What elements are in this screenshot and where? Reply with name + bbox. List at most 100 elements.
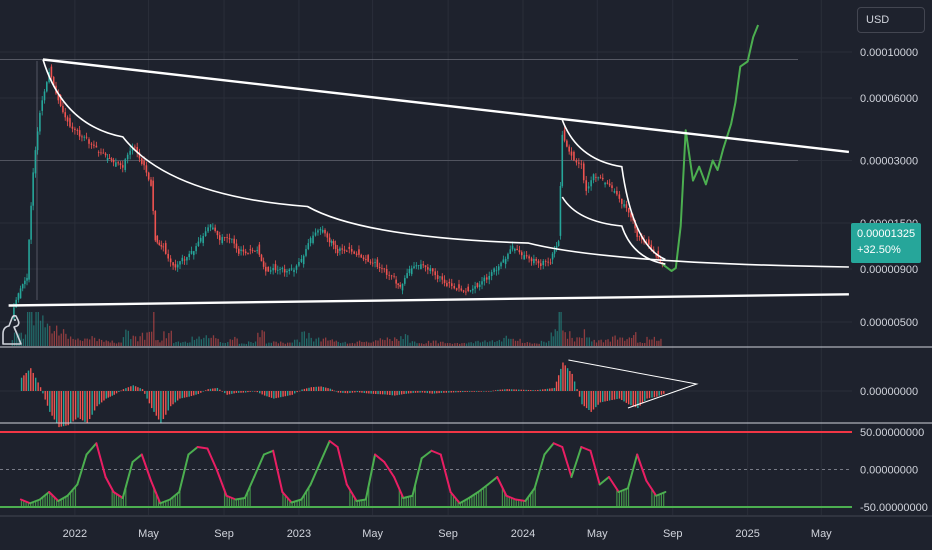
volume-bar bbox=[538, 343, 540, 346]
candle-body bbox=[319, 229, 322, 231]
oscillator-bar bbox=[623, 391, 625, 402]
oscillator-bar bbox=[539, 389, 541, 391]
price-panel[interactable] bbox=[0, 24, 850, 346]
stochastic-fill-bar bbox=[452, 494, 455, 507]
volume-bar bbox=[139, 336, 141, 346]
candle-body bbox=[32, 172, 34, 206]
price-axis[interactable]: 0.000100000.000060000.000030000.00001500… bbox=[860, 47, 928, 514]
oscillator-bar bbox=[660, 391, 663, 395]
candle-body bbox=[595, 176, 597, 178]
volume-bar bbox=[180, 342, 182, 346]
stochastic-fill-bar bbox=[515, 499, 517, 507]
candle-body bbox=[145, 165, 148, 173]
candle-body bbox=[112, 159, 115, 163]
candle-body bbox=[547, 261, 549, 263]
volume-bar bbox=[37, 312, 39, 346]
oscillator-bar bbox=[653, 391, 656, 398]
candle-body bbox=[309, 238, 312, 244]
volume-bar bbox=[165, 338, 168, 346]
volume-bar bbox=[282, 342, 284, 346]
stochastic-line-segment bbox=[617, 487, 629, 493]
volume-bar bbox=[386, 337, 389, 346]
oscillator-bar bbox=[86, 391, 88, 424]
candle-body bbox=[493, 268, 495, 273]
oscillator-bar bbox=[254, 391, 256, 392]
oscillator-bar bbox=[648, 391, 651, 399]
candle-body bbox=[188, 253, 191, 258]
oscillator-bar bbox=[518, 389, 520, 391]
candle-body bbox=[283, 269, 286, 273]
candle-body bbox=[404, 278, 406, 284]
tradingview-logo-icon[interactable] bbox=[0, 312, 26, 346]
candle-body bbox=[237, 248, 240, 254]
oscillator-bar bbox=[49, 391, 51, 412]
volume-bar bbox=[370, 342, 372, 346]
stochastic-fill-bar bbox=[44, 495, 46, 507]
oscillator-bar bbox=[431, 391, 433, 394]
candle-body bbox=[383, 268, 386, 270]
stochastic-line-segment bbox=[104, 476, 115, 493]
stochastic-line-segment bbox=[543, 442, 555, 456]
candle-body bbox=[592, 174, 595, 181]
oscillator-bar bbox=[294, 391, 296, 394]
volume-bar bbox=[540, 340, 543, 346]
stochastic-fill-bar bbox=[62, 498, 65, 507]
stochastic-tick-label: 50.00000000 bbox=[860, 427, 924, 439]
volume-bar bbox=[310, 337, 312, 346]
candle-body bbox=[374, 262, 376, 263]
candle-body bbox=[339, 248, 341, 251]
volume-bar bbox=[407, 335, 409, 346]
volume-bar bbox=[247, 341, 250, 346]
oscillator-bar bbox=[576, 389, 578, 391]
time-tick-label: Sep bbox=[214, 528, 234, 540]
candle-body bbox=[242, 249, 245, 252]
volume-bar bbox=[96, 341, 98, 346]
stochastic-fill-bar bbox=[527, 497, 529, 507]
volume-bar bbox=[217, 338, 219, 346]
oscillator-bar bbox=[270, 391, 273, 398]
stochastic-fill-bar bbox=[32, 502, 34, 507]
currency-button[interactable]: USD bbox=[857, 7, 925, 33]
oscillator-bar bbox=[621, 391, 623, 401]
stochastic-fill-bar bbox=[172, 497, 174, 507]
oscillator-bar bbox=[436, 391, 438, 394]
candle-body bbox=[469, 290, 472, 292]
stochastic-line-segment bbox=[215, 468, 228, 497]
volume-bar bbox=[33, 325, 35, 346]
volume-bar bbox=[486, 342, 489, 346]
stochastic-line-segment bbox=[580, 446, 592, 452]
candle-body bbox=[395, 279, 397, 284]
candle-body bbox=[500, 262, 502, 267]
candle-body bbox=[264, 266, 267, 272]
oscillator-bar bbox=[616, 391, 618, 400]
volume-bar bbox=[446, 343, 449, 346]
volume-bar bbox=[60, 333, 62, 346]
time-axis[interactable]: 2022 May Sep 2023 May Sep 2024 May Sep 2025 May bbox=[63, 528, 833, 540]
panel-separators[interactable] bbox=[0, 346, 932, 517]
volume-bar bbox=[335, 340, 337, 346]
oscillator-bar bbox=[308, 387, 310, 391]
stochastic-fill-bar bbox=[450, 492, 452, 507]
stochastic-line-segment bbox=[169, 491, 181, 501]
candle-body bbox=[462, 290, 465, 292]
volume-bar bbox=[234, 336, 236, 346]
oscillator-bar bbox=[212, 388, 214, 391]
volume-bar bbox=[236, 338, 238, 346]
stochastic-line-segment bbox=[514, 498, 527, 502]
volume-bar bbox=[270, 342, 273, 346]
oscillator-bar bbox=[646, 391, 648, 399]
stochastic-line-segment bbox=[112, 491, 124, 499]
oscillator-bar bbox=[630, 391, 632, 406]
candle-body bbox=[26, 277, 28, 281]
candle-body bbox=[371, 262, 374, 264]
candle-body bbox=[286, 270, 288, 273]
volume-bar bbox=[600, 339, 602, 346]
stochastic-panel[interactable] bbox=[0, 431, 852, 508]
candle-body bbox=[334, 244, 337, 249]
oscillator-panel[interactable] bbox=[20, 359, 699, 428]
volume-bar bbox=[648, 339, 651, 346]
stochastic-fill-bar bbox=[407, 496, 410, 507]
volume-bar bbox=[308, 332, 310, 346]
volume-bar bbox=[365, 341, 368, 346]
time-tick-label: 2024 bbox=[511, 528, 535, 540]
